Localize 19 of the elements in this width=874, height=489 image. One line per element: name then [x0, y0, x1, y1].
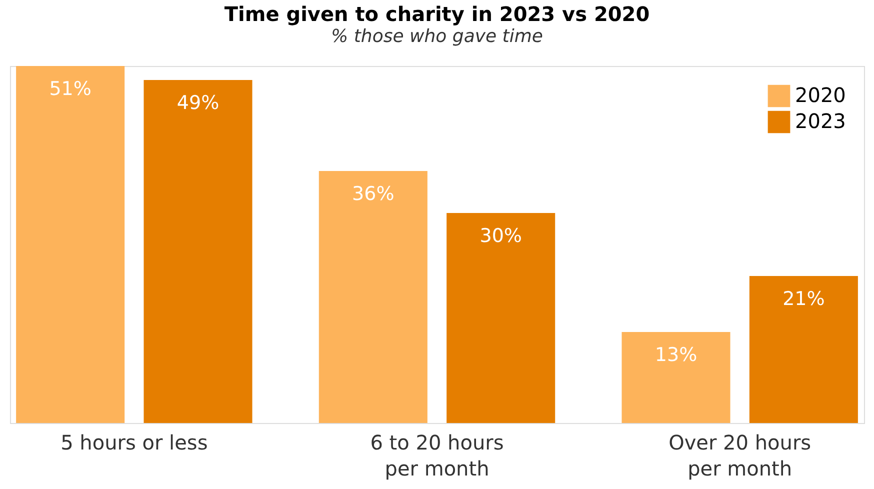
bar	[16, 66, 125, 423]
data-label: 13%	[654, 344, 698, 366]
bar	[446, 213, 556, 423]
data-label: 36%	[352, 183, 394, 205]
data-label: 30%	[480, 225, 522, 247]
x-tick-label: 5 hours or less	[60, 430, 208, 454]
bar	[749, 276, 858, 423]
legend-label: 2023	[795, 109, 846, 133]
data-label: 49%	[176, 92, 220, 114]
bar	[144, 80, 252, 423]
x-tick-label: 6 to 20 hours per month	[370, 430, 504, 480]
x-tick-label: Over 20 hours per month	[668, 430, 812, 480]
chart-subtitle: % those who gave time	[331, 26, 543, 47]
data-label: 21%	[782, 288, 825, 310]
legend-label: 2020	[795, 83, 846, 107]
data-label: 51%	[49, 78, 92, 100]
bar	[622, 332, 730, 423]
bar	[318, 171, 428, 423]
chart-title: Time given to charity in 2023 vs 2020	[224, 2, 650, 26]
